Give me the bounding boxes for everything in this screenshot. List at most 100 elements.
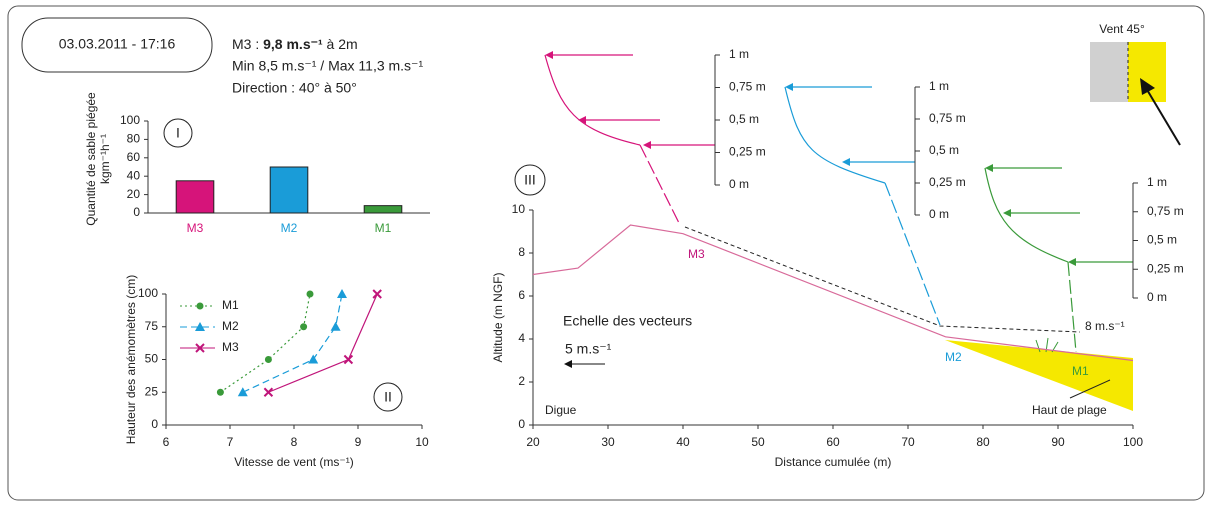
icon-arrowhead (1140, 78, 1155, 95)
x-tick-label: 50 (751, 435, 765, 449)
panel-circle (514, 164, 546, 196)
minmax: Min 8,5 m.s⁻¹ / Max 11,3 m.s⁻¹ (232, 58, 423, 74)
y-tick-label: 0 (151, 417, 158, 431)
marker (330, 321, 341, 331)
x-tick-label: 6 (163, 435, 170, 449)
series-line (268, 293, 378, 393)
y-tick-label: 0 (518, 417, 525, 431)
y-tick-label: 50 (145, 352, 159, 366)
x-axis-label: Distance cumulée (m) (775, 455, 892, 469)
y-axis-label: Altitude (m NGF) (491, 272, 505, 362)
x-tick-label: 30 (601, 435, 615, 449)
wind-icon-label: Vent 45° (1099, 22, 1145, 36)
profile-height-label: 0,5 m (929, 143, 959, 157)
beach (945, 340, 1133, 411)
profile-height-label: 1 m (1147, 175, 1167, 189)
profile-height-label: 0,5 m (729, 112, 759, 126)
icon-land (1090, 42, 1128, 102)
scale-arrowhead (564, 360, 572, 368)
profile-height-label: 0,75 m (1147, 204, 1184, 218)
panel-label: I (176, 125, 180, 141)
x-tick-label: 60 (826, 435, 840, 449)
y-tick-label: 100 (120, 113, 140, 127)
profile-height-label: 0,75 m (729, 80, 766, 94)
series-line (242, 293, 343, 393)
y-tick-label: 100 (138, 286, 158, 300)
profile-height-label: 0,25 m (729, 145, 766, 159)
haut-de-plage: Haut de plage (1032, 403, 1107, 417)
y-tick-label: 25 (145, 384, 159, 398)
y-tick-label: 10 (512, 202, 526, 216)
bar (175, 180, 215, 214)
icon-sea (1128, 42, 1166, 102)
y-axis-label: kgm⁻¹h⁻¹ (98, 134, 112, 184)
m3-suffix: à 2m (323, 36, 358, 52)
station-label: M3 (688, 247, 705, 261)
profile-height-label: 1 m (729, 47, 749, 61)
vector-line (684, 226, 1081, 333)
pointer (1069, 379, 1111, 399)
direction: Direction : 40° à 50° (232, 80, 357, 96)
marker (263, 387, 274, 397)
y-axis-label: Quantité de sable piégée (84, 92, 98, 226)
wind-arrows (545, 51, 1133, 266)
marker (372, 289, 382, 299)
marker (308, 354, 319, 364)
y-tick-label: 20 (127, 187, 141, 201)
m3-speed-line: M3 : 9,8 m.s⁻¹ à 2m (232, 36, 358, 52)
scale-value: 5 m.s⁻¹ (565, 341, 612, 357)
x-tick-label: 7 (227, 435, 234, 449)
y-tick-label: 75 (145, 319, 159, 333)
legend-label: M3 (222, 340, 239, 354)
icon-arrow (1145, 87, 1181, 146)
profile-height-label: 0 m (929, 207, 949, 221)
marker (300, 323, 308, 331)
panel-label: III (524, 172, 536, 188)
x-tick-label: 90 (1051, 435, 1065, 449)
marker (216, 388, 224, 396)
y-tick-label: 4 (518, 331, 525, 345)
x-tick-label: 80 (976, 435, 990, 449)
series-line (532, 224, 1134, 362)
m3-prefix: M3 : (232, 36, 263, 52)
profile-height-label: 0 m (1147, 290, 1167, 304)
x-tick-label: 8 (291, 435, 298, 449)
panel-label: II (384, 389, 392, 405)
marker (196, 302, 204, 310)
y-tick-label: 0 (133, 205, 140, 219)
panel-circle (163, 118, 193, 148)
x-tick-label: 100 (1123, 435, 1143, 449)
y-axis-label: Hauteur des anémomètres (cm) (124, 275, 138, 444)
x-tick-label: 9 (355, 435, 362, 449)
legend-label: M1 (222, 298, 239, 312)
profile-height-label: 0,25 m (1147, 261, 1184, 275)
timestamp: 03.03.2011 - 17:16 (59, 36, 176, 52)
vector-label: 8 m.s⁻¹ (1085, 319, 1125, 333)
x-tick-label: 10 (415, 435, 429, 449)
x-tick-label: M2 (281, 221, 298, 235)
x-tick-label: 40 (676, 435, 690, 449)
marker (337, 289, 347, 298)
x-tick-label: M3 (187, 221, 204, 235)
y-tick-label: 6 (518, 288, 525, 302)
station-label: M1 (1072, 364, 1089, 378)
marker (343, 354, 354, 365)
digue: Digue (545, 403, 577, 417)
y-tick-label: 40 (127, 168, 141, 182)
x-tick-label: 70 (901, 435, 915, 449)
frame (7, 5, 1205, 501)
m3-speed: 9,8 m.s⁻¹ (263, 36, 323, 52)
y-tick-label: 80 (127, 132, 141, 146)
scale-title: Echelle des vecteurs (563, 313, 692, 329)
x-tick-label: M1 (375, 221, 392, 235)
marker (237, 387, 248, 397)
marker (306, 290, 314, 298)
y-tick-label: 2 (518, 374, 525, 388)
y-tick-label: 60 (127, 150, 141, 164)
panel-circle (373, 382, 403, 412)
profile-height-label: 0 m (729, 177, 749, 191)
bar (269, 166, 309, 214)
profile-height-label: 0,75 m (929, 111, 966, 125)
